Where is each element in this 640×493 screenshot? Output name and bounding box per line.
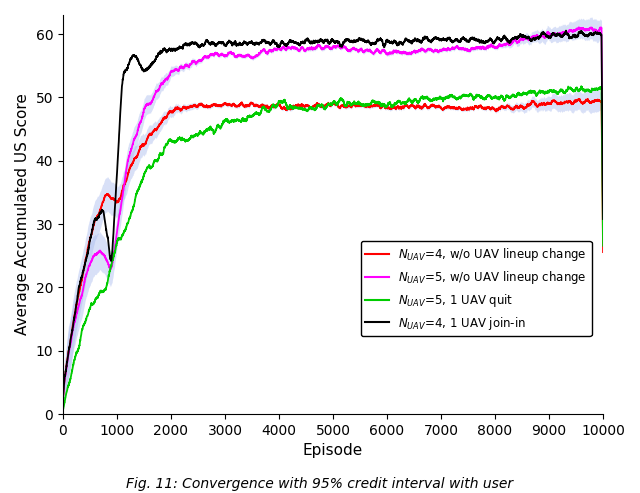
Legend: $N_{UAV}$=4, w/o UAV lineup change, $N_{UAV}$=5, w/o UAV lineup change, $N_{UAV}: $N_{UAV}$=4, w/o UAV lineup change, $N_{…: [361, 241, 592, 336]
Y-axis label: Average Accumulated US Score: Average Accumulated US Score: [15, 94, 30, 335]
Text: Fig. 11: Convergence with 95% credit interval with user: Fig. 11: Convergence with 95% credit int…: [127, 477, 513, 491]
X-axis label: Episode: Episode: [303, 443, 363, 458]
